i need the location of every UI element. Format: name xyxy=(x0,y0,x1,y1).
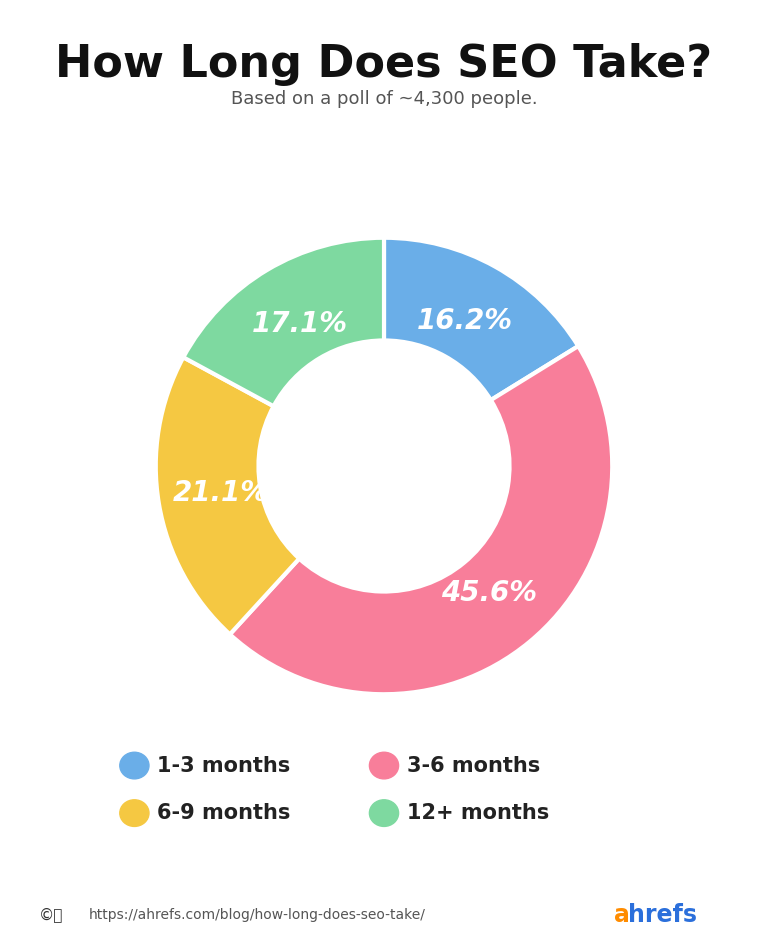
Text: 6-9 months: 6-9 months xyxy=(157,803,291,824)
Text: How Long Does SEO Take?: How Long Does SEO Take? xyxy=(55,43,713,86)
Wedge shape xyxy=(184,238,384,406)
Wedge shape xyxy=(384,238,578,400)
Text: 3-6 months: 3-6 months xyxy=(407,755,541,776)
Text: https://ahrefs.com/blog/how-long-does-seo-take/: https://ahrefs.com/blog/how-long-does-se… xyxy=(88,908,425,922)
Text: 16.2%: 16.2% xyxy=(416,307,512,336)
Text: 12+ months: 12+ months xyxy=(407,803,549,824)
Text: hrefs: hrefs xyxy=(628,902,697,927)
Text: Based on a poll of ~4,300 people.: Based on a poll of ~4,300 people. xyxy=(230,90,538,108)
Text: ©ⓘ: ©ⓘ xyxy=(38,907,63,922)
Text: a: a xyxy=(614,902,631,927)
Text: 1-3 months: 1-3 months xyxy=(157,755,291,776)
Wedge shape xyxy=(230,346,612,694)
Text: 17.1%: 17.1% xyxy=(251,310,347,338)
Text: 45.6%: 45.6% xyxy=(442,579,538,608)
Wedge shape xyxy=(156,358,300,634)
Text: 21.1%: 21.1% xyxy=(173,479,269,508)
